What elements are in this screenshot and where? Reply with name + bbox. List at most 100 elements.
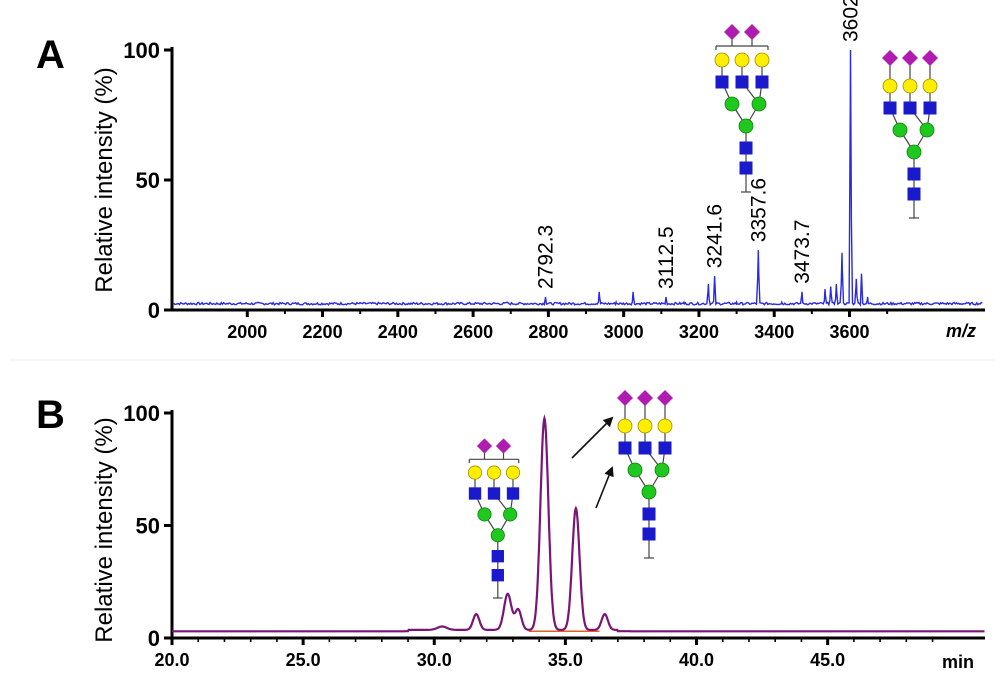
x-tick-label: 3400 — [754, 322, 794, 342]
galactose-circle — [882, 78, 898, 94]
glycan-structure-disialylated — [714, 24, 770, 193]
sialic-acid-diamond — [922, 50, 938, 66]
x-tick-label: 45.0 — [810, 650, 845, 670]
peak-label: 3241.6 — [704, 204, 727, 268]
x-tick-label: 35.0 — [548, 650, 583, 670]
glcnac-square — [468, 487, 482, 500]
mannose-circle — [892, 122, 908, 138]
galactose-circle — [922, 78, 938, 94]
sialic-acid-diamond — [637, 390, 653, 406]
x-tick-label: 3600 — [829, 322, 869, 342]
galactose-circle — [505, 465, 521, 480]
y-tick-label: 50 — [136, 168, 160, 193]
mannose-circle — [627, 462, 643, 478]
panel-b-x-unit: min — [942, 652, 974, 672]
glcnac-square — [883, 101, 897, 115]
glcnac-square — [715, 75, 729, 89]
panel-a-letter: A — [36, 33, 65, 77]
peak-label: 3602.7 — [840, 0, 863, 42]
panel-b: B Relative intensity (%) 20.0 25.0 30.0 35.… — [36, 390, 985, 672]
sialic-acid-diamond — [617, 390, 633, 406]
core-glcnac-square — [642, 507, 656, 521]
panel-a-spectrum-line — [172, 49, 983, 307]
peak-label: 3357.6 — [747, 178, 770, 242]
core-mannose-circle — [906, 144, 922, 160]
glcnac-square — [658, 441, 672, 455]
x-tick-label: 25.0 — [286, 650, 321, 670]
mannose-circle — [503, 507, 518, 522]
panel-b-letter: B — [36, 393, 65, 437]
peak-arrows — [571, 416, 614, 509]
arrow-to-glycan-1 — [571, 416, 614, 459]
panel-b-ylabel: Relative intensity (%) — [91, 417, 118, 642]
galactose-circle — [617, 418, 633, 434]
x-tick-label: 3000 — [604, 322, 644, 342]
glcnac-square — [506, 487, 520, 500]
galactose-circle — [657, 418, 673, 434]
x-tick-label: 2200 — [303, 322, 343, 342]
glcnac-square — [923, 101, 937, 115]
panel-a-ticks: 2000 2200 2400 2600 2800 3000 3200 3400 3600 0 50 1… — [123, 38, 889, 342]
mannose-circle — [919, 122, 935, 138]
galactose-circle — [754, 52, 770, 68]
y-tick-label: 100 — [123, 38, 160, 63]
y-tick-label: 0 — [148, 626, 160, 651]
panel-a: A Relative intensity (%) 2000 2200 2400 260… — [36, 0, 985, 342]
mannose-circle — [654, 462, 670, 478]
sialic-acid-diamond — [882, 50, 898, 66]
galactose-circle — [637, 418, 653, 434]
sialic-acid-diamond — [476, 438, 493, 454]
x-tick-label: 2800 — [528, 322, 568, 342]
glcnac-square — [735, 75, 749, 89]
x-tick-label: 30.0 — [417, 650, 452, 670]
sialic-acid-diamond — [657, 390, 673, 406]
arrow-to-glycan-2 — [595, 466, 614, 509]
x-tick-label: 20.0 — [154, 650, 189, 670]
galactose-circle — [734, 52, 750, 68]
sialic-acid-diamond — [724, 24, 740, 40]
y-tick-label: 0 — [148, 298, 160, 323]
core-glcnac-square — [491, 550, 504, 563]
sialic-acid-diamond — [744, 24, 760, 40]
core-glcnac-square — [642, 527, 656, 541]
x-tick-label: 3200 — [679, 322, 719, 342]
mannose-circle — [477, 507, 492, 522]
mannose-circle — [751, 96, 767, 112]
glcnac-square — [618, 441, 632, 455]
panel-a-axes — [170, 47, 985, 312]
mannose-circle — [724, 96, 740, 112]
glcnac-square — [638, 441, 652, 455]
panel-a-x-unit: m/z — [946, 321, 976, 341]
x-tick-label: 40.0 — [679, 650, 714, 670]
y-tick-label: 100 — [123, 401, 160, 426]
panel-b-ticks: 20.0 25.0 30.0 35.0 40.0 45.0 0 50 100 — [123, 401, 934, 670]
sialic-acid-diamond — [495, 438, 512, 454]
core-glcnac-square — [491, 569, 504, 582]
glycan-structure-trisialylated — [882, 50, 938, 219]
peak-label: 2792.3 — [534, 225, 557, 289]
galactose-circle — [902, 78, 918, 94]
x-tick-label: 2400 — [378, 322, 418, 342]
glycan-structure-disialylated-b — [467, 438, 521, 599]
core-mannose-circle — [641, 484, 657, 500]
core-glcnac-square — [739, 141, 753, 155]
core-glcnac-square — [739, 161, 753, 175]
sialic-acid-diamond — [902, 50, 918, 66]
glcnac-square — [487, 487, 501, 500]
galactose-circle — [467, 465, 483, 480]
peak-label: 3473.7 — [791, 220, 814, 284]
galactose-circle — [486, 465, 502, 480]
core-mannose-circle — [490, 528, 505, 543]
glcnac-square — [755, 75, 769, 89]
glcnac-square — [903, 101, 917, 115]
core-glcnac-square — [907, 187, 921, 201]
core-mannose-circle — [738, 118, 754, 134]
glycan-structure-trisialylated-b — [617, 390, 673, 559]
core-glcnac-square — [907, 167, 921, 181]
panel-b-chromatogram-line — [172, 414, 985, 633]
y-tick-label: 50 — [136, 514, 160, 539]
peak-label: 3112.5 — [655, 226, 678, 289]
galactose-circle — [714, 52, 730, 68]
x-tick-label: 2600 — [453, 322, 493, 342]
